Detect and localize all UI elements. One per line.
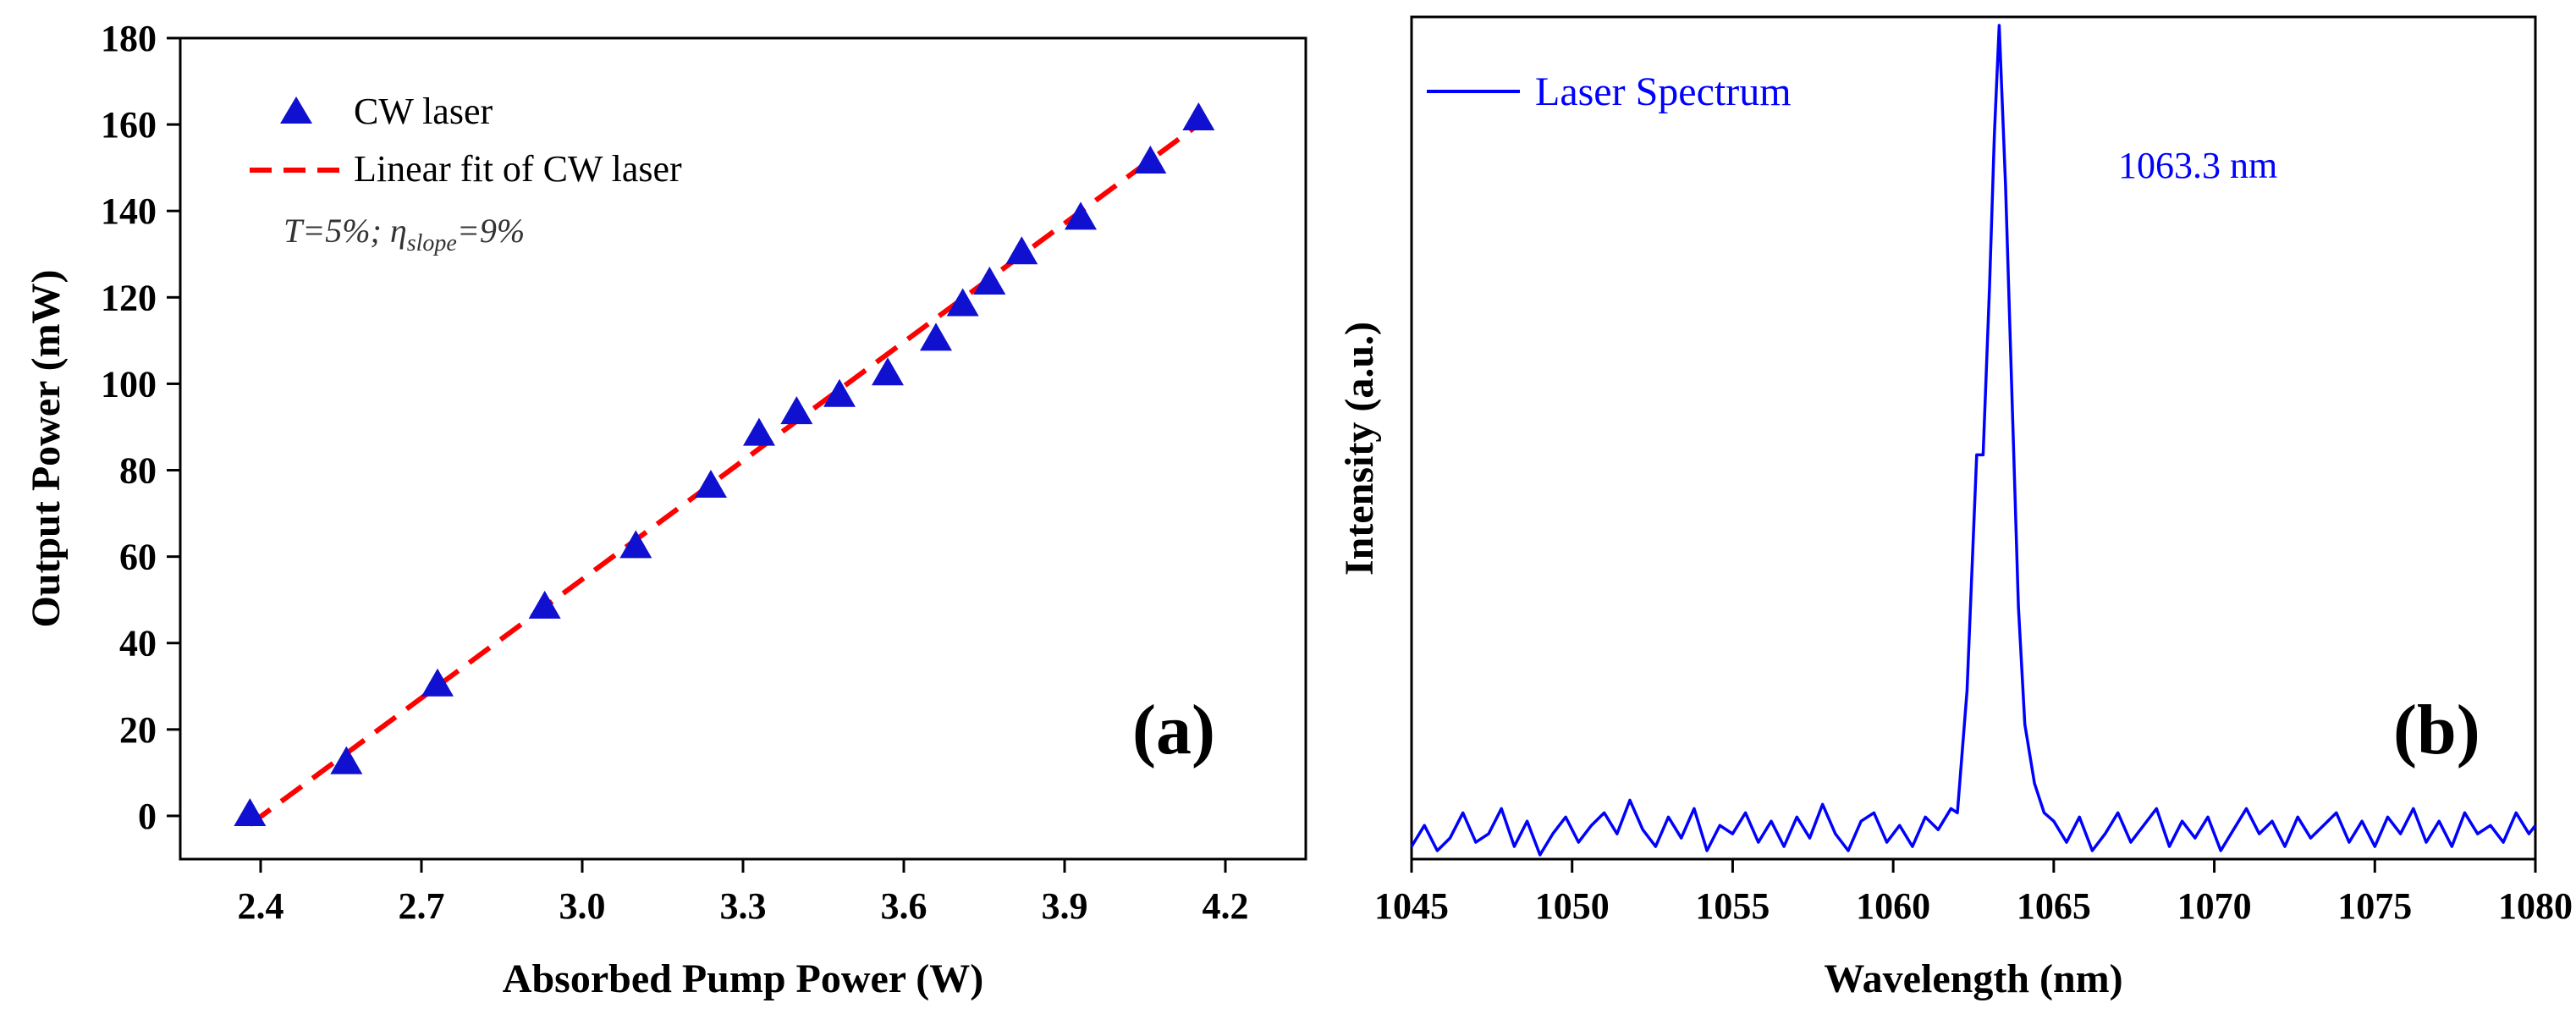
y-tick-label: 20 — [119, 709, 157, 751]
panel-b-spectrum-series — [1410, 24, 2537, 857]
y-tick-label: 60 — [119, 537, 157, 578]
panel-a: 2.4 2.7 3.0 3.3 3.6 3.9 4.2 0 20 40 60 80 100 120 140… — [24, 18, 1307, 1001]
panel-b-x-axis-title: Wavelength (nm) — [1824, 956, 2122, 1001]
panel-b-label: (b) — [2393, 691, 2480, 769]
x-tick-label: 1045 — [1374, 885, 1449, 927]
legend-label-linear-fit: Linear fit of CW laser — [354, 148, 682, 190]
data-point — [872, 357, 904, 386]
data-point — [780, 396, 813, 425]
linear-fit-line — [248, 122, 1201, 827]
data-point — [823, 378, 856, 407]
data-point — [743, 417, 775, 446]
x-tick-label: 3.9 — [1042, 885, 1088, 927]
panel-b-y-axis-title: Intensity (a.u.) — [1337, 322, 1382, 576]
y-tick-label: 120 — [101, 277, 157, 318]
legend-label-cw-laser: CW laser — [354, 91, 493, 132]
peak-annotation: 1063.3 nm — [2118, 145, 2277, 186]
y-tick-label: 180 — [101, 18, 157, 59]
x-tick-label: 1070 — [2177, 885, 2252, 927]
y-tick-label: 0 — [138, 796, 157, 837]
panel-a-fit-series — [248, 122, 1201, 827]
x-tick-label: 1060 — [1856, 885, 1930, 927]
data-point — [421, 668, 454, 697]
panel-a-legend: CW laser Linear fit of CW laser — [250, 91, 682, 190]
data-point — [528, 590, 561, 619]
x-tick-label: 2.4 — [238, 885, 284, 927]
data-point — [1065, 201, 1097, 230]
panel-a-label: (a) — [1132, 691, 1215, 769]
data-point — [920, 322, 952, 351]
panel-a-y-axis-title: Output Power (mW) — [24, 269, 69, 627]
slope-annotation: T=5%; ηslope=9% — [283, 212, 525, 256]
x-tick-label: 4.2 — [1203, 885, 1249, 927]
y-tick-label: 40 — [119, 623, 157, 664]
panel-b-x-ticks: 1045 1050 1055 1060 1065 1070 1075 1080 — [1374, 859, 2573, 927]
panel-a-y-ticks: 0 20 40 60 80 100 120 140 160 180 — [101, 18, 180, 837]
y-tick-label: 160 — [101, 104, 157, 146]
legend-marker-triangle — [280, 96, 312, 124]
y-tick-label: 100 — [101, 363, 157, 405]
data-point — [619, 530, 652, 559]
spectrum-line — [1410, 24, 2537, 857]
data-point — [695, 469, 727, 498]
panel-a-x-ticks: 2.4 2.7 3.0 3.3 3.6 3.9 4.2 — [238, 859, 1249, 927]
y-tick-label: 80 — [119, 450, 157, 492]
legend-label-laser-spectrum: Laser Spectrum — [1535, 69, 1792, 114]
data-point — [946, 288, 979, 317]
x-tick-label: 2.7 — [399, 885, 445, 927]
x-tick-label: 1080 — [2498, 885, 2573, 927]
panel-a-x-axis-title: Absorbed Pump Power (W) — [503, 956, 983, 1001]
data-point — [1182, 102, 1215, 130]
data-point — [1005, 236, 1038, 265]
x-tick-label: 1055 — [1695, 885, 1770, 927]
y-tick-label: 140 — [101, 190, 157, 232]
data-point — [234, 797, 267, 826]
x-tick-label: 3.3 — [720, 885, 767, 927]
x-tick-label: 3.0 — [559, 885, 606, 927]
data-point — [973, 267, 1006, 295]
panel-b-plot-area — [1410, 15, 2537, 861]
panel-b: 1045 1050 1055 1060 1065 1070 1075 1080 Laser S… — [1337, 15, 2573, 1001]
panel-a-data-series — [234, 102, 1215, 826]
x-tick-label: 1050 — [1535, 885, 1610, 927]
x-tick-label: 1065 — [2017, 885, 2091, 927]
x-tick-label: 1075 — [2337, 885, 2412, 927]
data-point — [1134, 146, 1167, 174]
data-point — [330, 746, 363, 774]
x-tick-label: 3.6 — [881, 885, 927, 927]
panel-b-legend: Laser Spectrum — [1427, 69, 1792, 114]
